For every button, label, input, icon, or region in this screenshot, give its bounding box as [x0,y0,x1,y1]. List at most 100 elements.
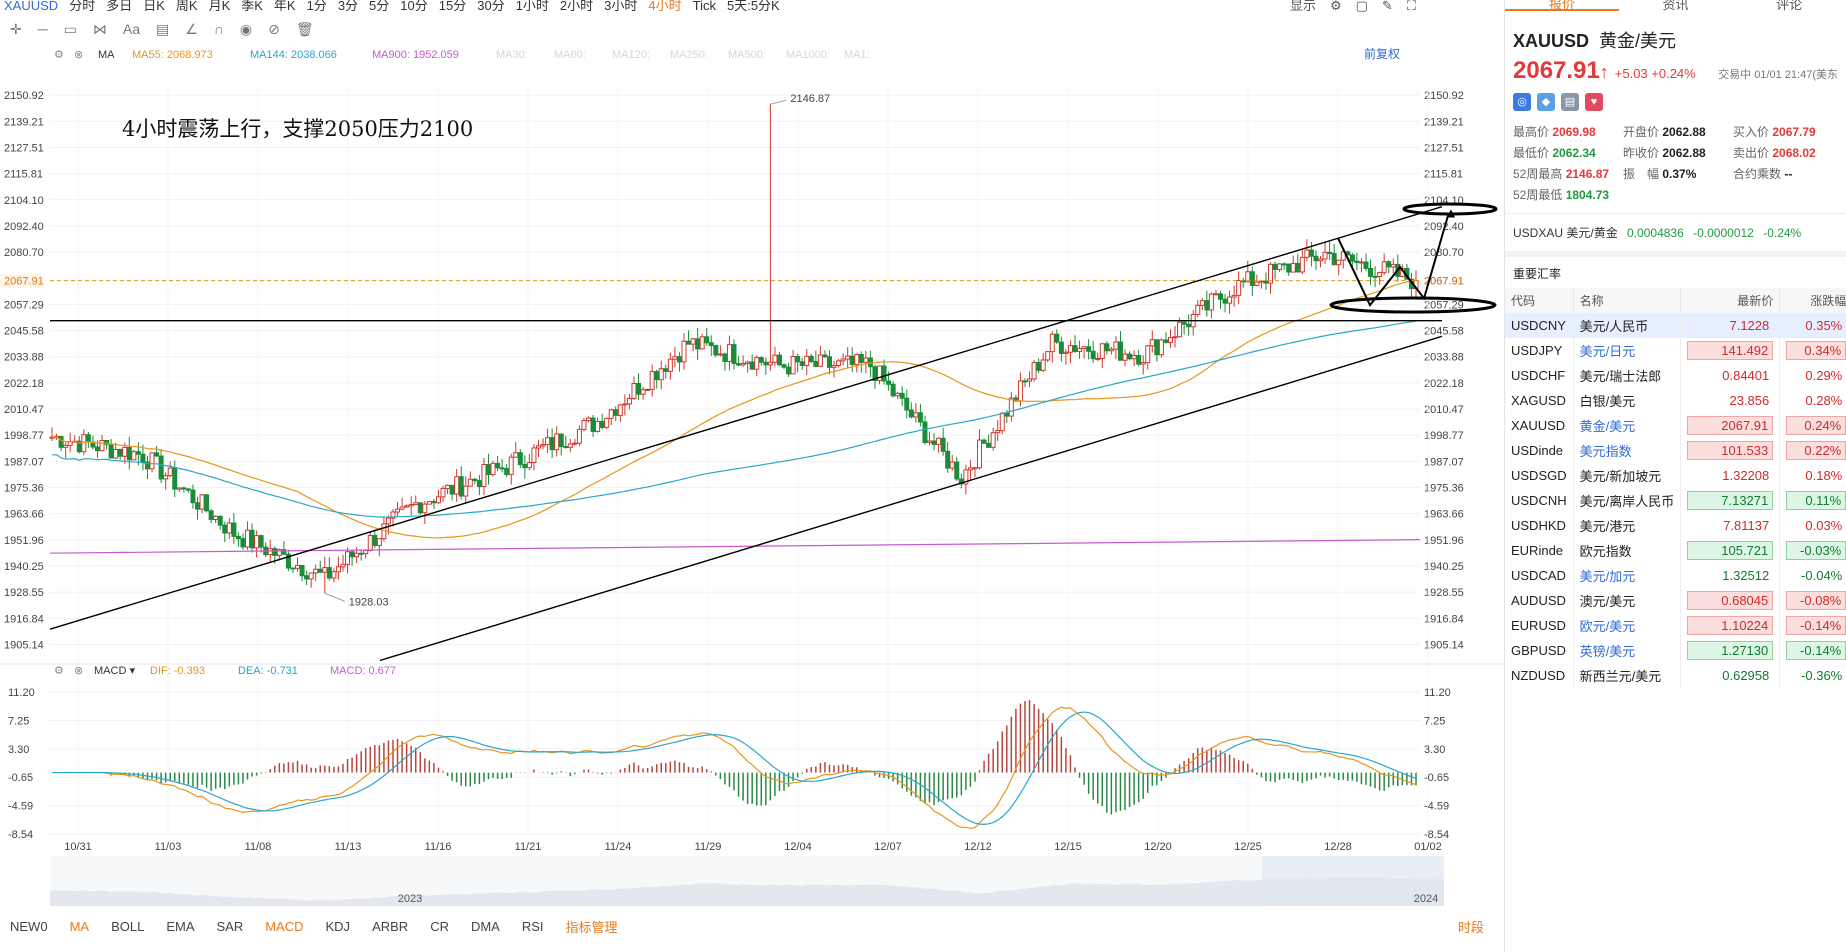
panel-tab-2[interactable]: 评论 [1776,0,1803,11]
period-7[interactable]: 1分 [306,0,327,11]
period-0[interactable]: 分时 [69,0,96,11]
rate-row[interactable]: AUDUSD 澳元/美元 0.68045 -0.08% [1505,588,1846,613]
panel-tab-1[interactable]: 资讯 [1662,0,1689,11]
period-1[interactable]: 多日 [106,0,133,11]
period-4[interactable]: 月K [208,0,231,11]
pen-icon[interactable]: ∠ [185,20,198,37]
candle-body [658,368,664,381]
fullscreen-icon[interactable]: ⛶ [1406,0,1416,13]
period-13[interactable]: 1小时 [515,0,549,11]
rate-row[interactable]: EURinde 欧元指数 105.721 -0.03% [1505,538,1846,563]
date-tick: 12/12 [964,841,992,853]
rate-row[interactable]: USDSGD 美元/新加坡元 1.32208 0.18% [1505,463,1846,488]
candle-body [404,505,410,508]
indicator-6[interactable]: KDJ [325,918,351,934]
candle-body [904,397,910,411]
price-tick-right: 2045.58 [1424,326,1464,338]
symbol-label[interactable]: XAUUSD [4,0,59,11]
rate-row[interactable]: USDCHF 美元/瑞士法郎 0.84401 0.29% [1505,363,1846,388]
rate-row[interactable]: USDCAD 美元/加元 1.32512 -0.04% [1505,563,1846,588]
magnet-icon[interactable]: ∩ [213,21,224,37]
rate-row[interactable]: USDJPY 美元/日元 141.492 0.34% [1505,338,1846,363]
period-8[interactable]: 3分 [337,0,359,11]
rate-row[interactable]: GBPUSD 英镑/美元 1.27130 -0.14% [1505,638,1846,663]
indicator-8[interactable]: CR [430,918,449,934]
period-3[interactable]: 周K [175,0,198,11]
column-header-3[interactable]: 涨跌幅 [1779,288,1846,313]
column-header-2[interactable]: 最新价 [1680,288,1781,313]
candle-body [804,355,810,366]
period-16[interactable]: 4小时 [648,0,682,11]
column-header-1[interactable]: 名称 [1573,288,1682,313]
indicator-9[interactable]: DMA [470,918,500,934]
panel-tab-0[interactable]: 报价 [1505,0,1619,11]
rate-row[interactable]: USDHKD 美元/港元 7.81137 0.03% [1505,513,1846,538]
session-button[interactable]: 时段 [1457,919,1484,935]
screenshot-icon[interactable]: ▢ [1355,0,1368,13]
line-tool-icon[interactable]: ─ [37,21,48,37]
indicator-10[interactable]: RSI [521,918,544,934]
candle-body [1204,300,1210,311]
indicator-3[interactable]: EMA [166,918,195,934]
indicator-4[interactable]: SAR [216,918,244,934]
indicator-5[interactable]: MACD [265,918,304,934]
trash-icon[interactable]: 🗑 [295,20,314,37]
lock-icon[interactable]: ⊘ [268,20,280,37]
period-12[interactable]: 30分 [477,0,505,11]
candle-body [1377,272,1383,278]
candle-body [1090,350,1096,360]
rect-tool-icon[interactable]: ▭ [63,20,77,37]
candle-body [1231,294,1237,298]
candle-body [445,484,451,489]
candlestick-chart[interactable]: MA MA55: 2068.973 MA144: 2038.066 MA900: 19… [0,44,1504,910]
settings-icon[interactable]: ⚙ [1330,0,1342,13]
indicator-11[interactable]: 指标管理 [565,919,618,935]
rate-row[interactable]: XAUUSD 黄金/美元 2067.91 0.24% [1505,413,1846,438]
period-15[interactable]: 3小时 [604,0,638,11]
period-14[interactable]: 2小时 [559,0,594,11]
heart-icon[interactable]: ♥ [1585,93,1603,111]
rate-price: 1.32208 [1680,463,1781,488]
globe-icon[interactable]: ◎ [1513,93,1531,111]
text-tool-icon[interactable]: Aa [122,21,141,37]
period-6[interactable]: 年K [273,0,296,11]
date-tick: 11/08 [245,841,272,853]
multi-period-select[interactable]: 5天:5分K [726,0,780,11]
candle-body [1031,362,1037,380]
period-2[interactable]: 日K [143,0,165,11]
cross-rate[interactable]: USDXAU 美元/黄金 0.0004836 -0.0000012 -0.24% [1505,213,1846,257]
candle-body [1349,254,1355,262]
rate-row[interactable]: USDCNY 美元/人民币 7.1228 0.35% [1505,313,1846,338]
display-menu[interactable]: 显示 [1290,0,1317,13]
fib-tool-icon[interactable]: ⋈ [92,20,107,37]
column-header-0[interactable]: 代码 [1505,288,1574,313]
candle-body [1149,339,1155,347]
candle-body [772,354,778,363]
rate-row[interactable]: NZDUSD 新西兰元/美元 0.62958 -0.36% [1505,663,1846,688]
current-price-tag-left [0,273,44,288]
indicator-1[interactable]: MA [69,918,90,934]
period-11[interactable]: 15分 [438,0,467,11]
tag-icon[interactable]: ◆ [1537,93,1555,111]
edit-icon[interactable]: ✎ [1381,0,1393,13]
rate-row[interactable]: USDinde 美元指数 101.533 0.22% [1505,438,1846,463]
period-5[interactable]: 季K [241,0,263,11]
indicator-7[interactable]: ARBR [372,918,409,934]
candle-body [1381,261,1387,274]
comment-icon[interactable]: ▤ [156,20,170,37]
rate-row[interactable]: USDCNH 美元/离岸人民币 7.13271 0.11% [1505,488,1846,513]
candle-body [790,355,796,375]
chart-area[interactable]: MA MA55: 2068.973 MA144: 2038.066 MA900: 19… [0,44,1504,910]
rate-row[interactable]: EURUSD 欧元/美元 1.10224 -0.14% [1505,613,1846,638]
period-9[interactable]: 5分 [369,0,390,11]
price-tick-right: 2033.88 [1424,352,1464,364]
note-icon[interactable]: ▤ [1561,93,1579,111]
period-17[interactable]: Tick [692,0,716,11]
rate-row[interactable]: XAGUSD 白银/美元 23.856 0.28% [1505,388,1846,413]
period-10[interactable]: 10分 [400,0,428,11]
eye-icon[interactable]: ◉ [239,20,253,37]
candle-body [967,467,973,471]
indicator-2[interactable]: BOLL [111,918,145,934]
indicator-0[interactable]: NEW0 [10,918,48,934]
crosshair-icon[interactable]: ✛ [10,20,22,37]
